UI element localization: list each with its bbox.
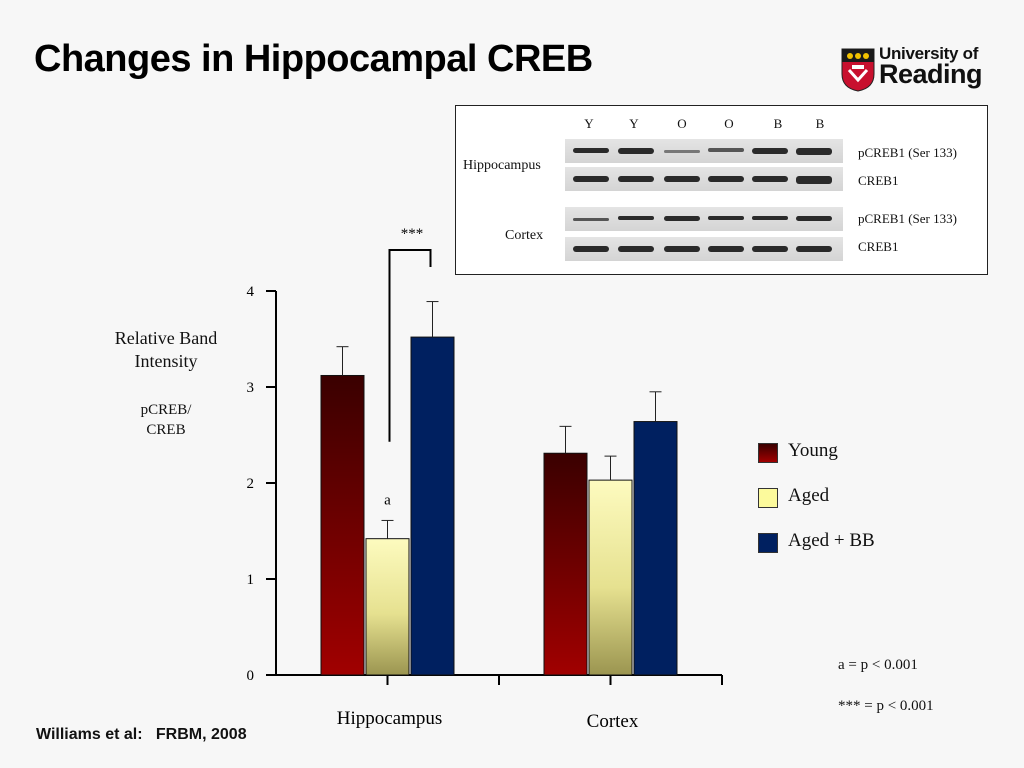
legend-label: Young: [788, 440, 838, 461]
blot-lane-label: O: [724, 116, 734, 131]
y-axis-label: Relative Band Intensity: [96, 327, 236, 373]
blot-lane-label: Y: [584, 116, 594, 131]
significance-note-stars: *** = p < 0.001: [838, 698, 934, 714]
bar: [410, 336, 455, 676]
significance-note-a: a = p < 0.001: [838, 657, 918, 673]
y-axis-sublabel: pCREB/ CREB: [96, 400, 236, 440]
blot-strip: [565, 139, 843, 163]
y-tick-label: 2: [247, 476, 255, 492]
blot-antibody-label: CREB1: [858, 239, 899, 254]
logo-text-line2: Reading: [879, 59, 983, 89]
slide-title: Changes in Hippocampal CREB: [34, 38, 593, 80]
legend-label: Aged: [788, 485, 830, 506]
y-tick-label: 0: [247, 668, 255, 684]
x-category-label: Cortex: [587, 711, 639, 732]
logo-text-line1: University of: [879, 44, 979, 63]
blot-tissue-hippocampus: Hippocampus: [463, 158, 541, 173]
blot-lane-label: B: [815, 116, 825, 131]
y-axis-label-line1: Relative Band: [114, 328, 218, 348]
blot-tissue-cortex: Cortex: [505, 228, 544, 243]
bar: [365, 538, 410, 676]
significance-bracket: [388, 249, 432, 442]
y-axis-sublabel-line2: CREB: [146, 422, 186, 438]
y-axis-label-line2: Intensity: [134, 351, 198, 371]
y-tick-label: 4: [247, 284, 255, 300]
blot-lane-label: B: [773, 116, 783, 131]
blot-antibody-label: pCREB1 (Ser 133): [858, 211, 957, 226]
blot-strip: [565, 237, 843, 261]
blot-antibody-label: pCREB1 (Ser 133): [858, 145, 957, 160]
university-logo: University of Reading: [841, 44, 983, 94]
bar: [633, 421, 678, 676]
legend-swatch: [758, 533, 778, 553]
legend-swatch: [758, 443, 778, 463]
significance-stars: ***: [401, 226, 424, 242]
crest-icon: [841, 48, 875, 92]
bar: [320, 374, 365, 676]
bar: [543, 452, 588, 676]
bar: [588, 479, 633, 676]
blot-antibody-label: CREB1: [858, 173, 899, 188]
blot-lane-label: Y: [629, 116, 639, 131]
y-axis-sublabel-line1: pCREB/: [140, 402, 192, 418]
annotation-a: a: [384, 492, 391, 508]
citation: Williams et al: FRBM, 2008: [36, 726, 247, 743]
blot-strip: [565, 207, 843, 231]
western-blot-panel: Y Y O O B B Hippocampus Cortex pCREB1 (S…: [455, 105, 988, 275]
blot-lane-label: O: [677, 116, 687, 131]
legend-label: Aged + BB: [788, 530, 875, 551]
y-tick-label: 1: [247, 572, 255, 588]
legend-swatch: [758, 488, 778, 508]
x-category-label: Hippocampus: [337, 708, 443, 729]
y-tick-label: 3: [247, 380, 255, 396]
blot-strip: [565, 167, 843, 191]
